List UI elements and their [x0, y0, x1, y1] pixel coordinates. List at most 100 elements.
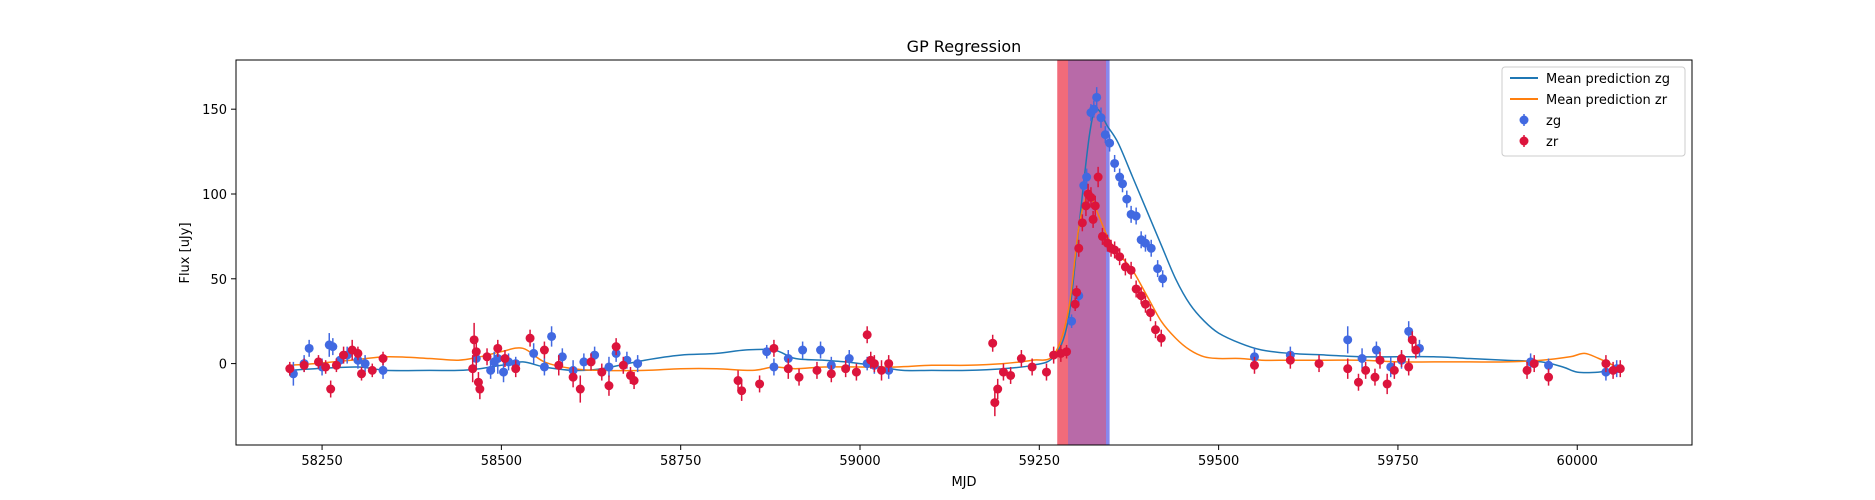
zr-point	[1285, 355, 1295, 365]
zg-point	[1118, 179, 1128, 189]
zr-point	[1110, 245, 1120, 255]
zg-point	[1357, 354, 1367, 364]
zr-point	[733, 376, 743, 386]
zr-point	[629, 376, 639, 386]
zr-point	[1145, 308, 1155, 318]
zr-point	[611, 342, 621, 352]
zr-point	[1411, 345, 1421, 355]
zr-point	[1353, 377, 1363, 387]
zr-point	[339, 350, 349, 360]
zg-point	[844, 354, 854, 364]
zr-point	[1343, 364, 1353, 374]
zr-point	[331, 360, 341, 370]
zr-point	[1389, 365, 1399, 375]
zr-point	[1522, 365, 1532, 375]
zr-point	[313, 357, 323, 367]
zg-point	[1131, 211, 1141, 221]
zr-point	[851, 367, 861, 377]
y-tick-label: 0	[219, 358, 227, 373]
zg-point	[378, 365, 388, 375]
zg-point	[547, 331, 557, 341]
zr-point	[1397, 354, 1407, 364]
y-axis-ticks: 0 50 100 150	[202, 103, 236, 373]
zg-point	[1371, 345, 1381, 355]
zg-point	[1544, 360, 1554, 370]
zr-point	[1097, 231, 1107, 241]
zg-point	[328, 342, 338, 352]
zr-point	[1086, 192, 1096, 202]
zg-point	[816, 345, 826, 355]
zr-point	[988, 338, 998, 348]
zg-point	[1082, 172, 1092, 182]
zr-point	[1140, 299, 1150, 309]
zr-point	[539, 345, 549, 355]
zr-point	[471, 347, 481, 357]
zr-point	[1093, 172, 1103, 182]
zr-point	[586, 357, 596, 367]
zg-point	[1404, 326, 1414, 336]
zg-point	[590, 350, 600, 360]
zr-point	[604, 381, 614, 391]
zg-point	[486, 365, 496, 375]
zr-point	[877, 365, 887, 375]
zr-point	[575, 384, 585, 394]
x-tick-label: 58250	[301, 454, 342, 469]
x-axis-label: MJD	[951, 475, 976, 490]
x-tick-label: 59750	[1377, 454, 1418, 469]
x-tick-label: 58750	[660, 454, 701, 469]
y-tick-label: 150	[202, 103, 227, 118]
zr-point	[1375, 355, 1385, 365]
zg-point	[769, 362, 779, 372]
legend-label-mean-zr: Mean prediction zr	[1546, 93, 1668, 108]
zr-point	[1156, 333, 1166, 343]
y-axis-label: Flux [uJy]	[178, 222, 193, 283]
zr-point	[1062, 347, 1072, 357]
zr-point	[469, 335, 479, 345]
zg-point	[493, 354, 503, 364]
zg-point	[1343, 335, 1353, 345]
zg-point	[1096, 113, 1106, 123]
zr-point	[321, 362, 331, 372]
zr-point	[1370, 372, 1380, 382]
zr-point	[568, 372, 578, 382]
legend-box	[1501, 66, 1686, 157]
zg-point	[499, 367, 509, 377]
zg-point	[1105, 138, 1115, 148]
zr-point	[884, 359, 894, 369]
zg-point	[798, 345, 808, 355]
observation-points	[285, 87, 1625, 417]
zg-point	[1100, 130, 1110, 140]
zg-point	[557, 352, 567, 362]
zr-point	[482, 352, 492, 362]
zg-point	[539, 362, 549, 372]
zr-point	[1151, 325, 1161, 335]
zr-point	[500, 354, 510, 364]
zr-point	[1529, 359, 1539, 369]
zg-point	[529, 348, 539, 358]
chart-title: GP Regression	[907, 37, 1022, 56]
zr-point	[299, 360, 309, 370]
zg-point	[1158, 274, 1168, 284]
zr-point	[1136, 291, 1146, 301]
shaded-region-2	[1068, 60, 1107, 445]
zr-point	[990, 398, 1000, 408]
x-tick-label: 59500	[1198, 454, 1239, 469]
zr-point	[1090, 201, 1100, 211]
zr-point	[783, 364, 793, 374]
zr-point	[755, 379, 765, 389]
zr-point	[1016, 354, 1026, 364]
zr-point	[1115, 252, 1125, 262]
zr-point	[357, 369, 367, 379]
zr-point	[1126, 265, 1136, 275]
zr-point	[1070, 299, 1080, 309]
zr-point	[1407, 335, 1417, 345]
zr-point	[1608, 365, 1618, 375]
x-tick-label: 59250	[1019, 454, 1060, 469]
zr-point	[1006, 370, 1016, 380]
legend-label-mean-zg: Mean prediction zg	[1546, 72, 1670, 87]
zr-point	[1077, 218, 1087, 228]
zr-point	[367, 365, 377, 375]
zr-point	[737, 386, 747, 396]
legend: Mean prediction zg Mean prediction zr zg…	[1501, 66, 1686, 157]
